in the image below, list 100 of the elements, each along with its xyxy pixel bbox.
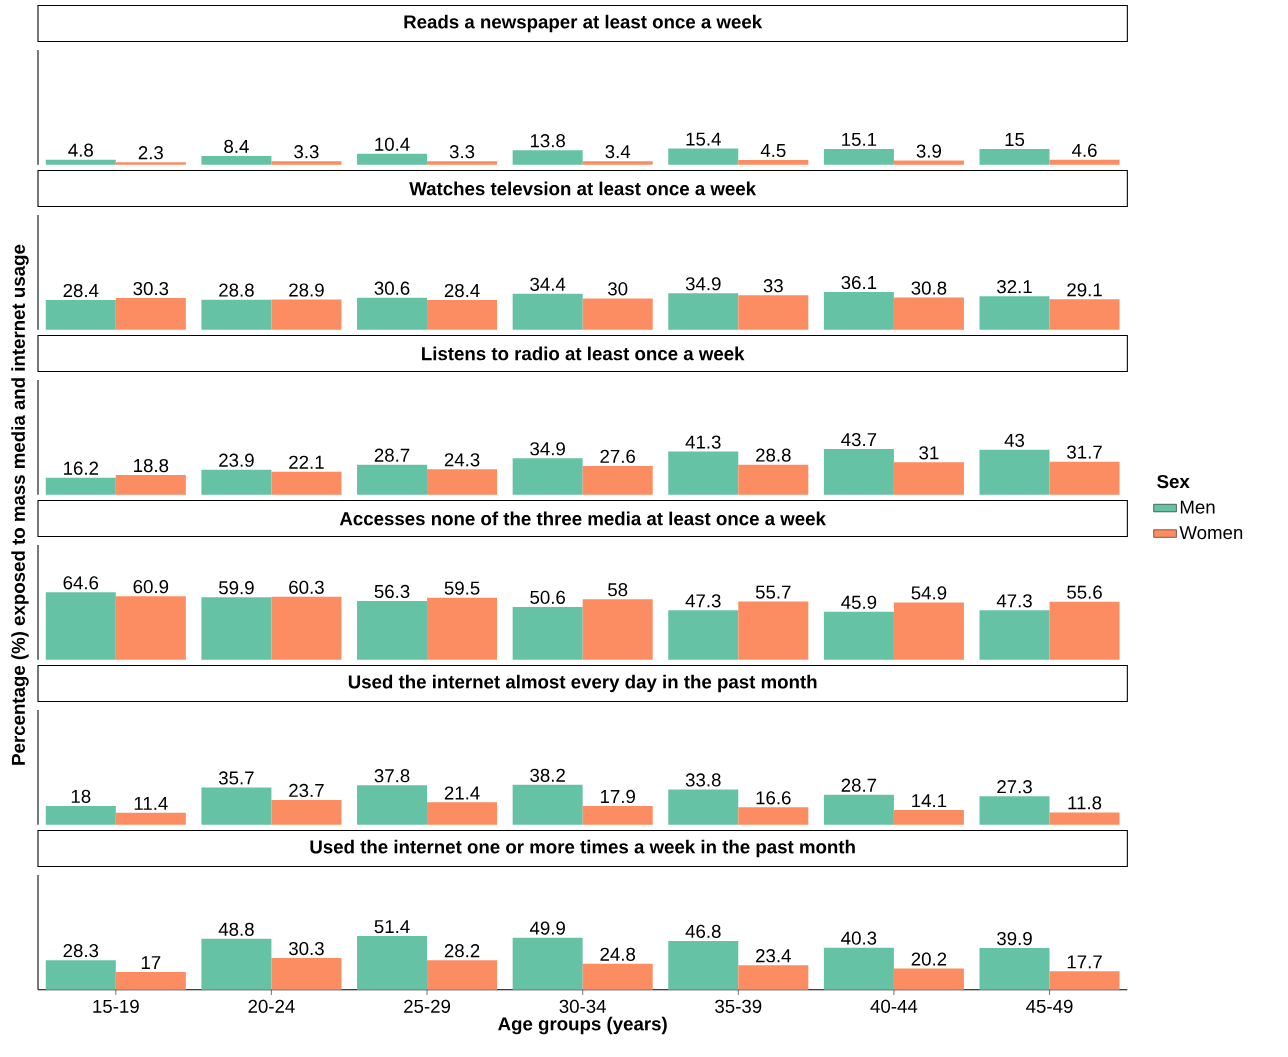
- data-label: 4.6: [1071, 143, 1097, 157]
- data-label: 51.4: [374, 920, 410, 934]
- data-label: 30.6: [374, 281, 410, 295]
- bar: [1049, 299, 1120, 330]
- data-label: 59.9: [219, 581, 254, 595]
- data-label: 13.8: [530, 134, 566, 148]
- x-tick-label: 45-49: [1026, 999, 1073, 1013]
- bar: [823, 794, 894, 825]
- data-label: 4.8: [68, 143, 93, 157]
- bar: [427, 802, 498, 825]
- data-label: 28.3: [63, 944, 99, 958]
- data-label: 43.7: [841, 432, 877, 447]
- bar: [1049, 461, 1120, 495]
- bar: [115, 812, 186, 825]
- x-tick-label: 20-24: [248, 999, 295, 1013]
- bar: [823, 292, 894, 330]
- data-label: 28.9: [289, 283, 324, 297]
- bar: [979, 296, 1050, 330]
- chart-title: Reads a newspaper at least once a week: [404, 14, 763, 33]
- data-label: 23.4: [756, 949, 791, 963]
- x-tick-label: 35-39: [715, 999, 762, 1013]
- data-label: 18.8: [134, 458, 169, 473]
- bar: [582, 161, 653, 165]
- bar: [115, 298, 186, 330]
- data-label: 59.5: [444, 581, 480, 595]
- data-label: 16.2: [64, 461, 99, 475]
- bar: [45, 159, 116, 165]
- x-tick-label: 30-34: [559, 999, 606, 1013]
- data-label: 55.7: [755, 585, 791, 599]
- bar: [201, 155, 272, 165]
- data-label: 47.3: [685, 594, 721, 608]
- data-label: 10.4: [375, 137, 410, 151]
- bar: [668, 789, 739, 825]
- legend-label: Women: [1179, 526, 1243, 540]
- data-label: 33.8: [685, 773, 721, 787]
- data-label: 50.6: [530, 590, 565, 604]
- data-label: 37.8: [374, 769, 410, 783]
- bar: [823, 611, 894, 660]
- y-axis-title: Percentage (%) exposed to mass media and internet usage: [11, 244, 29, 765]
- data-label: 28.7: [374, 448, 410, 462]
- data-label: 39.9: [997, 931, 1032, 946]
- bar: [979, 449, 1050, 495]
- chart-title: Used the internet almost every day in the past month: [348, 674, 817, 693]
- data-label: 23.9: [219, 453, 254, 467]
- bar: [1049, 601, 1120, 660]
- x-axis-title: Age groups (years): [498, 1016, 667, 1035]
- data-label: 3.9: [916, 144, 942, 158]
- x-tick-label: 15-19: [93, 999, 139, 1013]
- data-label: 36.1: [841, 275, 877, 290]
- bar: [668, 610, 739, 660]
- bar: [582, 806, 653, 825]
- bar: [823, 449, 894, 495]
- bar: [357, 600, 428, 660]
- bar: [668, 148, 739, 165]
- data-label: 28.8: [756, 448, 791, 462]
- data-label: 34.4: [530, 277, 566, 291]
- data-label: 2.3: [138, 146, 163, 160]
- chart-title: Used the internet one or more times a week in the past month: [310, 839, 855, 858]
- data-label: 16.6: [756, 791, 791, 805]
- data-label: 11.4: [134, 797, 168, 810]
- bar: [738, 464, 809, 495]
- data-label: 28.4: [444, 283, 480, 298]
- bar: [357, 464, 428, 495]
- data-label: 28.7: [841, 778, 877, 792]
- data-label: 23.7: [289, 783, 324, 798]
- data-label: 24.3: [444, 453, 480, 467]
- bar: [893, 602, 964, 660]
- bar: [1049, 159, 1120, 165]
- chart-title: Accesses none of the three media at least once a week: [339, 511, 826, 526]
- data-label: 35.7: [218, 771, 254, 785]
- data-label: 33: [763, 279, 783, 293]
- bar: [357, 785, 428, 825]
- bar: [893, 297, 964, 330]
- bar: [271, 958, 342, 990]
- bar: [271, 799, 342, 825]
- data-label: 49.9: [529, 921, 565, 935]
- bar: [201, 469, 272, 495]
- bar: [738, 601, 809, 660]
- bar: [582, 298, 653, 330]
- data-label: 3.4: [605, 144, 631, 159]
- data-label: 3.3: [449, 145, 475, 159]
- bar: [45, 805, 116, 825]
- data-label: 32.1: [997, 280, 1032, 294]
- bar: [979, 149, 1050, 165]
- data-label: 31: [919, 446, 939, 460]
- bar: [201, 938, 272, 990]
- chart-title: Listens to radio at least once a week: [422, 346, 745, 361]
- data-label: 31.7: [1067, 445, 1102, 459]
- bar: [512, 606, 583, 660]
- bar: [1049, 812, 1120, 825]
- data-label: 8.4: [224, 139, 249, 153]
- data-label: 14.1: [912, 794, 947, 808]
- data-label: 46.8: [685, 924, 721, 938]
- bar: [357, 153, 428, 165]
- bar: [979, 948, 1050, 990]
- data-label: 21.4: [444, 786, 480, 800]
- bar: [115, 971, 186, 990]
- data-label: 28.8: [219, 283, 254, 297]
- bar: [201, 299, 272, 330]
- bar: [893, 968, 964, 990]
